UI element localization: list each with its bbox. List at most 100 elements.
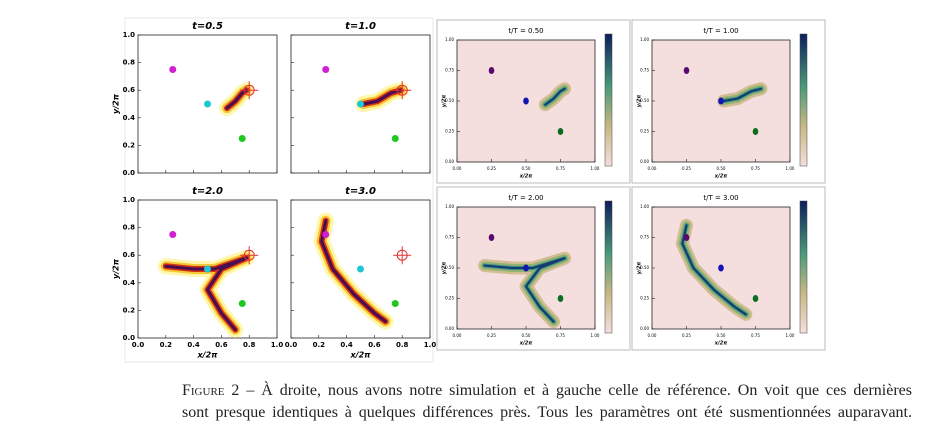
y-tick-label: 0.50: [445, 98, 454, 103]
marker: [523, 97, 529, 105]
y-tick-label: 0.6: [123, 251, 136, 259]
y-tick-label: 0.4: [123, 279, 136, 287]
y-axis-label: y/2π: [442, 95, 448, 108]
x-axis-label: x/2π: [519, 341, 533, 347]
y-tick-label: 0.00: [445, 326, 454, 331]
panel-title: t/T = 0.50: [508, 27, 543, 35]
y-tick-label: 0.75: [640, 68, 649, 73]
marker: [488, 234, 495, 241]
y-tick-label: 1.00: [640, 37, 649, 42]
x-tick-label: 0.75: [751, 333, 760, 338]
x-tick-label: 1.00: [591, 166, 600, 171]
marker: [752, 295, 759, 302]
x-tick-label: 0.25: [487, 333, 496, 338]
y-tick-label: 1.00: [640, 204, 649, 209]
y-tick-label: 0.50: [640, 265, 649, 270]
marker: [204, 265, 211, 273]
y-tick-label: 1.00: [445, 37, 454, 42]
y-axis-label: y/2π: [112, 258, 121, 279]
target-cross: [240, 246, 259, 265]
x-tick-label: 0.8: [243, 341, 256, 349]
marker: [683, 234, 690, 241]
x-tick-label: 0.2: [313, 341, 326, 349]
y-tick-label: 0.50: [640, 98, 649, 103]
x-tick-label: 0.75: [556, 333, 565, 338]
target-cross: [393, 246, 412, 265]
x-tick-label: 1.00: [786, 166, 795, 171]
marker: [683, 67, 690, 74]
panel-title: t/T = 2.00: [508, 194, 543, 202]
x-tick-label: 0.50: [717, 166, 726, 171]
caption-label: Figure 2: [182, 382, 240, 399]
y-tick-label: 0.75: [445, 68, 454, 73]
marker: [557, 295, 564, 302]
colorbar: [604, 33, 613, 167]
x-tick-label: 0.50: [522, 333, 531, 338]
x-tick-label: 0.00: [648, 333, 657, 338]
colorbar: [604, 200, 613, 334]
marker: [169, 66, 177, 73]
marker: [391, 300, 399, 307]
x-tick-label: 0.75: [751, 166, 760, 171]
y-tick-label: 0.0: [123, 334, 136, 342]
panel-title: t=0.5: [192, 21, 223, 32]
x-tick-label: 1.0: [271, 341, 284, 349]
colorbar: [799, 200, 808, 334]
caption: Figure 2 – À droite, nous avons notre si…: [182, 380, 912, 424]
density-plume: [164, 256, 248, 332]
y-tick-label: 0.2: [123, 141, 136, 149]
y-tick-label: 0.50: [445, 265, 454, 270]
y-tick-label: 0.4: [123, 114, 136, 122]
y-axis-label: y/2π: [442, 262, 448, 275]
density-plume: [483, 257, 566, 323]
density-plume: [544, 87, 566, 106]
panel-title: t=2.0: [192, 186, 223, 197]
y-tick-label: 0.8: [123, 59, 136, 67]
y-tick-label: 0.0: [123, 169, 136, 177]
marker: [357, 265, 364, 273]
figure: t=0.5 0.0 0.2 0.4 0.6 0.8 1.0 y/2π t=1.0 t=2.0 0.0…: [112, 17, 826, 363]
x-tick-label: 0.25: [682, 333, 691, 338]
x-tick-label: 0.4: [340, 341, 353, 349]
x-tick-label: 0.75: [556, 166, 565, 171]
x-tick-label: 0.6: [368, 341, 381, 349]
y-tick-label: 0.75: [640, 235, 649, 240]
x-tick-label: 0.50: [522, 166, 531, 171]
panel-title: t/T = 1.00: [703, 27, 738, 35]
x-axis-label: x/2π: [519, 174, 533, 180]
density-plume: [320, 219, 388, 323]
y-tick-label: 0.25: [445, 296, 454, 301]
panel-title: t=1.0: [345, 21, 376, 32]
x-tick-label: 0.0: [132, 341, 145, 349]
caption-text: – À droite, nous avons notre simulation …: [246, 382, 913, 399]
marker: [238, 300, 246, 307]
x-axis-label: x/2π: [197, 351, 219, 360]
x-axis-label: x/2π: [350, 351, 372, 360]
marker: [718, 97, 724, 105]
marker: [557, 128, 564, 135]
marker: [204, 100, 211, 108]
target-cross: [393, 81, 412, 100]
marker: [718, 264, 724, 272]
x-axis-label: x/2π: [714, 174, 728, 180]
x-tick-label: 0.6: [215, 341, 228, 349]
x-tick-label: 0.0: [285, 341, 298, 349]
density-plume: [681, 224, 747, 316]
y-tick-label: 1.00: [445, 204, 454, 209]
y-tick-label: 0.25: [445, 129, 454, 134]
x-tick-label: 0.2: [160, 341, 173, 349]
x-axis-label: x/2π: [714, 341, 728, 347]
marker: [752, 128, 759, 135]
x-tick-label: 0.25: [487, 166, 496, 171]
x-tick-label: 0.25: [682, 166, 691, 171]
y-tick-label: 0.25: [640, 129, 649, 134]
y-tick-label: 0.8: [123, 224, 136, 232]
y-axis-label: y/2π: [637, 95, 643, 108]
caption-line: Figure 2 – À droite, nous avons notre si…: [182, 380, 912, 402]
x-tick-label: 1.00: [786, 333, 795, 338]
x-tick-label: 0.8: [396, 341, 409, 349]
x-tick-label: 0.50: [717, 333, 726, 338]
marker: [357, 100, 364, 108]
marker: [391, 135, 399, 142]
x-tick-label: 0.00: [453, 333, 462, 338]
